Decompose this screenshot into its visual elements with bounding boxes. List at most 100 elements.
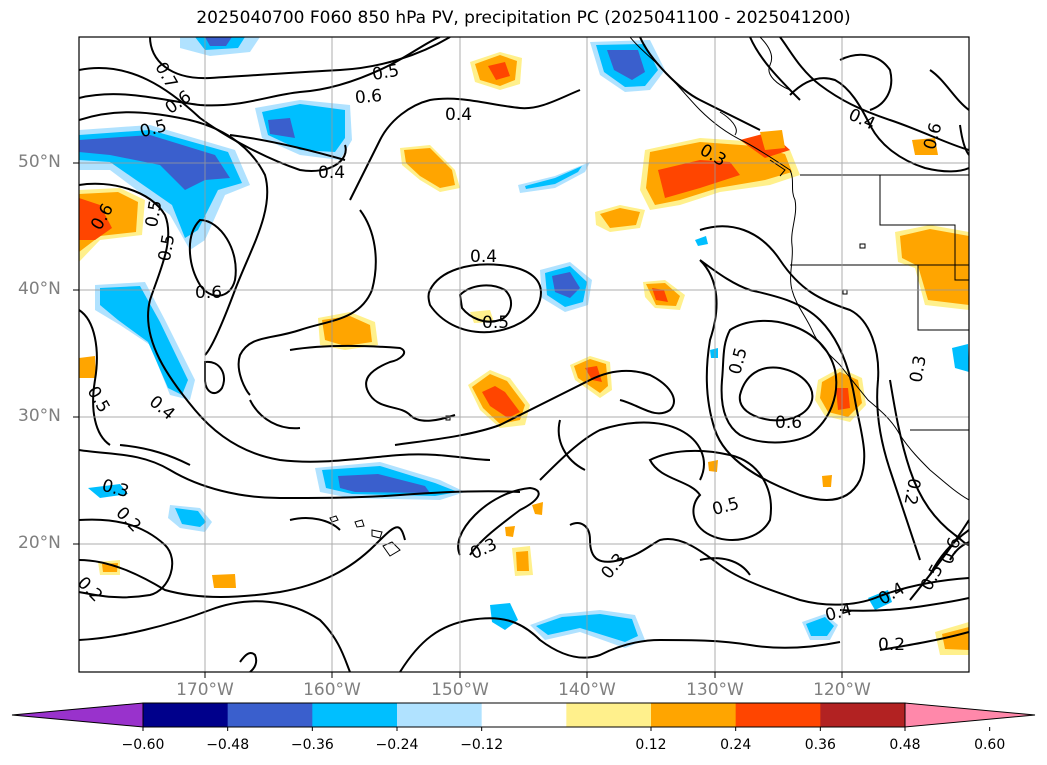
contour-label: 0.6: [775, 413, 802, 433]
contour-label: 0.5: [83, 383, 114, 416]
contour-label: 0.7: [150, 59, 181, 92]
neg-anomaly-region: [552, 272, 580, 298]
pv-contour-line: [79, 111, 269, 356]
contour-label: 0.4: [145, 392, 179, 425]
pv-contour-line: [237, 209, 377, 396]
pv-contour-line: [229, 134, 346, 161]
neg-anomaly-region: [262, 104, 345, 152]
pv-contour-line: [79, 37, 441, 107]
pv-contour-line: [909, 519, 969, 601]
neg-anomaly-region: [338, 474, 430, 493]
contour-label: 0.2: [900, 476, 924, 506]
pv-contour-line: [239, 652, 258, 672]
neg-anomaly-region: [100, 286, 188, 395]
neg-anomaly-region: [806, 617, 834, 636]
contour-label: 0.5: [142, 199, 166, 229]
pv-contour-line: [929, 529, 969, 576]
pv-contour-line: [204, 360, 225, 395]
island: [354, 519, 365, 528]
state-border: [879, 175, 969, 281]
lon-label: 170°W: [176, 680, 234, 700]
lat-label: 30°N: [18, 406, 61, 426]
gridlines: [79, 37, 969, 672]
contour-label: 0.6: [195, 283, 222, 303]
state-border: [917, 265, 969, 331]
neg-anomaly-region: [868, 590, 892, 610]
pv-contour-line: [557, 419, 586, 471]
contour-label: 0.3: [906, 354, 930, 384]
pos-anomaly-region: [322, 316, 372, 346]
pos-anomaly-region: [212, 574, 236, 588]
pos-anomaly-region: [760, 130, 785, 150]
pv-contour-line: [349, 89, 581, 201]
pv-contour-line: [79, 309, 111, 446]
pos-anomaly-region: [912, 138, 938, 155]
pos-anomaly-region: [708, 460, 718, 472]
precip-shading: [79, 37, 969, 655]
neg-anomaly-region: [490, 603, 518, 630]
contour-label: 0.3: [467, 534, 500, 564]
colorbar-tick-label: 0.24: [720, 737, 752, 753]
colorbar-tick-label: −0.36: [290, 737, 334, 753]
pv-contour-line: [789, 77, 969, 173]
pv-contour-line: [738, 366, 814, 422]
pos-anomaly-region: [652, 288, 668, 302]
coastline: [719, 111, 737, 136]
neg-anomaly-region: [175, 508, 206, 527]
pv-contour-line: [394, 369, 675, 446]
contour-label: 0.5: [155, 233, 179, 263]
pv-contour-line: [427, 263, 542, 334]
pv-contour-line: [569, 522, 969, 606]
contour-label: 0.5: [371, 61, 401, 85]
pv-contour-line: [289, 344, 456, 422]
pv-contour-line: [149, 37, 451, 80]
coastline: [759, 37, 791, 91]
contour-label: 0.2: [73, 573, 106, 606]
lat-label: 20°N: [18, 533, 61, 553]
contour-label: 0.5: [482, 313, 509, 333]
island: [859, 243, 866, 249]
contour-label: 0.3: [597, 550, 630, 584]
pv-contour-line: [119, 444, 191, 466]
island: [842, 289, 848, 295]
pv-contour-line: [779, 37, 969, 151]
pos-anomaly-region: [900, 229, 969, 305]
pv-contour-line: [457, 486, 540, 556]
contour-label: 0.5: [917, 561, 948, 594]
tick-marks: [73, 162, 843, 678]
pv-contour-line: [399, 617, 841, 672]
pv-contour-line: [879, 631, 969, 651]
pos-anomaly-region: [482, 386, 520, 418]
pos-anomaly-region: [942, 627, 969, 650]
pv-contour-line: [249, 399, 301, 430]
colorbar-tick-label: 0.60: [974, 737, 1006, 753]
neg-anomaly-region: [268, 118, 295, 138]
pv-contour-line: [699, 225, 921, 561]
neg-anomaly-region: [205, 37, 232, 46]
pv-contour-line: [839, 597, 969, 612]
colorbar-tick-label: −0.24: [375, 737, 419, 753]
contour-label: 0.6: [354, 86, 383, 108]
contour-label: 0.4: [445, 105, 472, 125]
contour-label: 0.4: [470, 247, 497, 267]
pv-contour-line: [699, 557, 751, 576]
pos-anomaly-region: [404, 148, 455, 188]
colorbar-tick-label: −0.48: [206, 737, 250, 753]
lon-label: 140°W: [558, 680, 616, 700]
pv-contours: [79, 37, 969, 672]
lon-label: 150°W: [431, 680, 489, 700]
pos-anomaly-region: [532, 502, 543, 515]
colorbar-tick-label: −0.60: [121, 737, 165, 753]
neg-anomaly-region: [607, 50, 645, 80]
contour-label: 0.2: [878, 635, 905, 655]
contour-labels: 0.7 0.6 0.5 0.6 0.5 0.5 0.6 0.4 0.5 0.3 …: [73, 59, 966, 655]
pv-contour-line: [79, 526, 406, 598]
lon-label: 130°W: [686, 680, 744, 700]
pv-contour-line: [949, 541, 969, 561]
pv-contour-line: [720, 319, 838, 444]
pos-anomaly-region: [79, 356, 96, 378]
pv-contour-line: [959, 124, 969, 156]
colorbar-tick-label: 0.12: [635, 737, 667, 753]
pos-anomaly-region: [79, 198, 112, 240]
